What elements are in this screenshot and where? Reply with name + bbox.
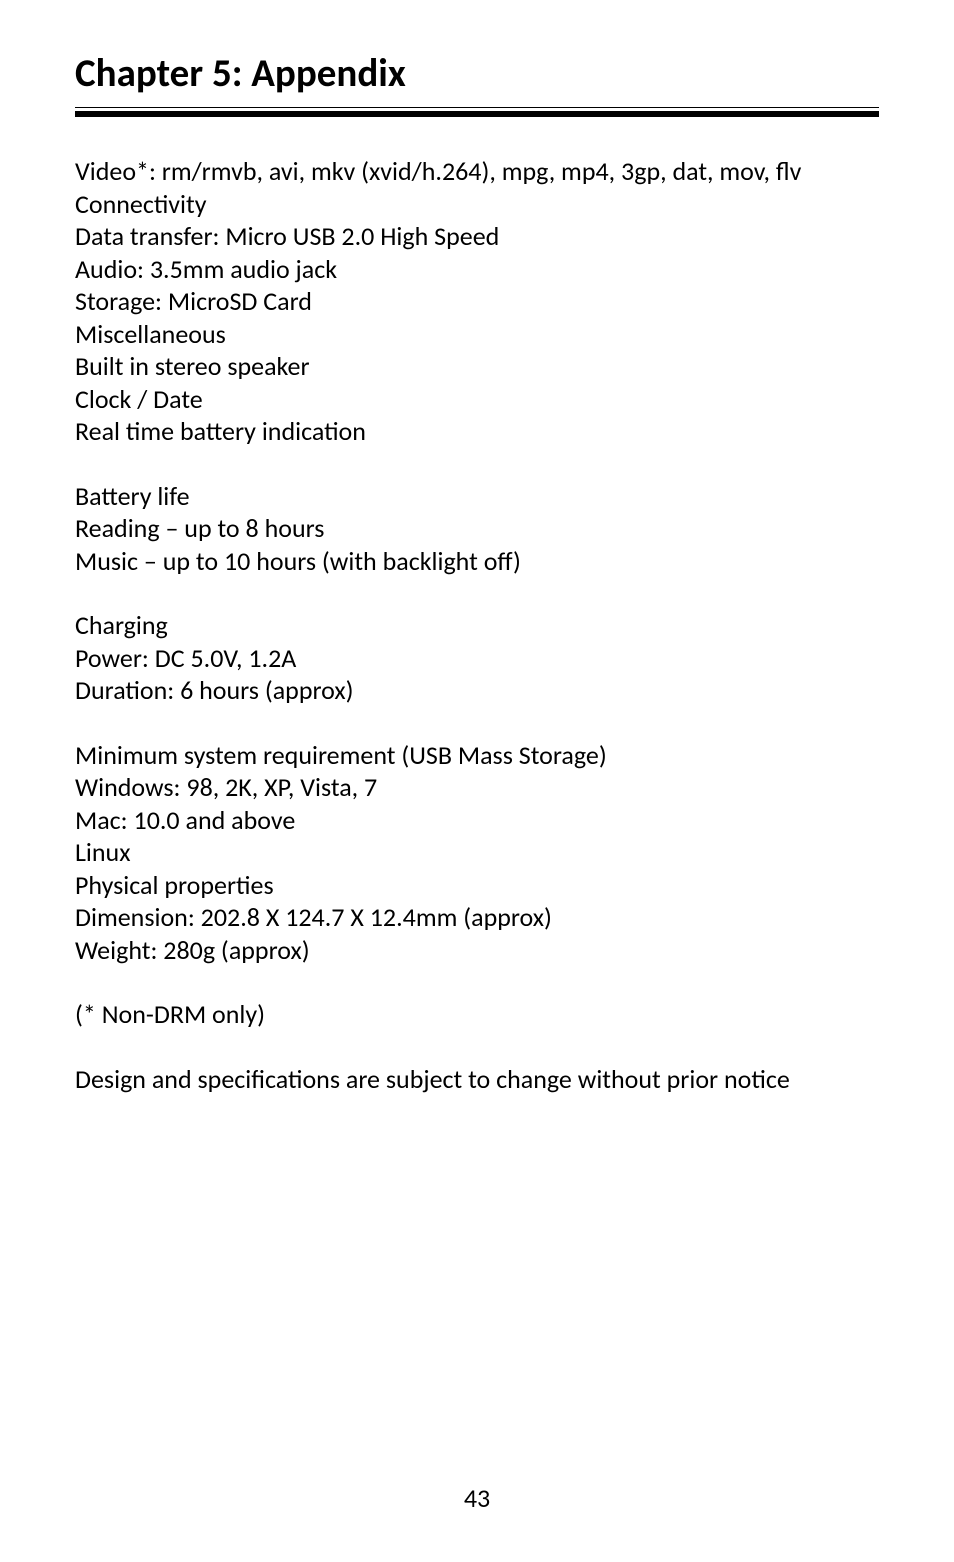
text-line: Video*: rm/rmvb, avi, mkv (xvid/h.264), … <box>75 155 879 188</box>
text-line: Connectivity <box>75 188 879 221</box>
text-line: Battery life <box>75 480 879 513</box>
text-line: Physical properties <box>75 869 879 902</box>
body-block-2: Battery life Reading – up to 8 hours Mus… <box>75 480 879 578</box>
paragraph-gap <box>75 577 879 609</box>
body-block-5: (* Non-DRM only) <box>75 998 879 1031</box>
text-line: Charging <box>75 609 879 642</box>
page-number: 43 <box>0 1482 954 1514</box>
text-line: Windows: 98, 2K, XP, Vista, 7 <box>75 771 879 804</box>
text-line: Storage: MicroSD Card <box>75 285 879 318</box>
paragraph-gap <box>75 966 879 998</box>
page: Chapter 5: Appendix Video*: rm/rmvb, avi… <box>0 0 954 1562</box>
title-rule-thick <box>75 111 879 117</box>
text-line: Weight: 280g (approx) <box>75 934 879 967</box>
text-line: Linux <box>75 836 879 869</box>
text-line: Reading – up to 8 hours <box>75 512 879 545</box>
text-line: Real time battery indication <box>75 415 879 448</box>
text-line: Design and specifications are subject to… <box>75 1063 879 1096</box>
text-line: Minimum system requirement (USB Mass Sto… <box>75 739 879 772</box>
text-line: Data transfer: Micro USB 2.0 High Speed <box>75 220 879 253</box>
paragraph-gap <box>75 707 879 739</box>
text-line: Dimension: 202.8 X 124.7 X 12.4mm (appro… <box>75 901 879 934</box>
text-line: Power: DC 5.0V, 1.2A <box>75 642 879 675</box>
text-line: Music – up to 10 hours (with backlight o… <box>75 545 879 578</box>
paragraph-gap <box>75 448 879 480</box>
text-line: Clock / Date <box>75 383 879 416</box>
text-line: Audio: 3.5mm audio jack <box>75 253 879 286</box>
text-line: Duration: 6 hours (approx) <box>75 674 879 707</box>
body-block-1: Video*: rm/rmvb, avi, mkv (xvid/h.264), … <box>75 155 879 448</box>
text-line: (* Non-DRM only) <box>75 998 879 1031</box>
paragraph-gap <box>75 1031 879 1063</box>
text-line: Miscellaneous <box>75 318 879 351</box>
title-rule-thin <box>75 107 879 108</box>
text-line: Built in stereo speaker <box>75 350 879 383</box>
body-block-4: Minimum system requirement (USB Mass Sto… <box>75 739 879 967</box>
text-line: Mac: 10.0 and above <box>75 804 879 837</box>
chapter-title: Chapter 5: Appendix <box>75 50 879 97</box>
body-block-6: Design and specifications are subject to… <box>75 1063 879 1096</box>
body-block-3: Charging Power: DC 5.0V, 1.2A Duration: … <box>75 609 879 707</box>
